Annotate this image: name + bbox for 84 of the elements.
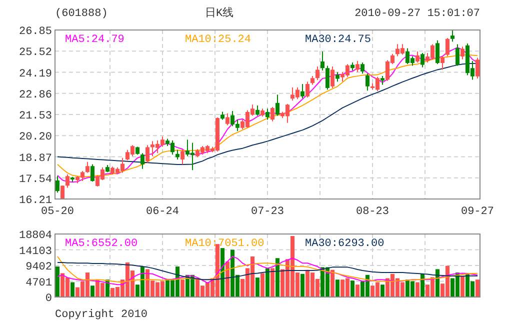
candlestick <box>66 174 70 188</box>
bar <box>356 284 360 297</box>
text: 2010-09-27 15:01:07 <box>354 8 480 20</box>
bar <box>476 280 480 297</box>
chart-title: (601888) <box>55 8 108 20</box>
y-tick-label: 0 <box>45 293 52 305</box>
y-tick-label: 9402 <box>26 262 52 274</box>
candlestick <box>226 112 230 126</box>
y-tick-label: 14103 <box>18 246 52 258</box>
candlestick <box>330 66 334 88</box>
x-tick-label: 07-23 <box>250 206 284 218</box>
text: MA10:25.24 <box>185 34 252 46</box>
y-tick-label: 22.86 <box>18 89 52 102</box>
bar <box>90 286 94 297</box>
candlestick <box>176 149 180 160</box>
bar <box>56 266 60 297</box>
bar <box>70 282 74 297</box>
candlestick <box>416 50 420 64</box>
chart-subtitle: 日K线 <box>205 6 234 20</box>
y-tick-label: 20.20 <box>18 132 52 144</box>
bar <box>416 282 420 297</box>
line-series <box>57 262 478 280</box>
candlestick <box>356 60 360 73</box>
candlestick <box>326 65 330 90</box>
candlestick <box>276 94 280 116</box>
candlestick <box>440 56 444 70</box>
bar <box>266 268 270 297</box>
candlestick <box>316 66 320 81</box>
y-tick-label: 18.87 <box>18 152 52 165</box>
bar <box>260 273 264 297</box>
bar <box>336 280 340 297</box>
series-label: MA30:6293.00 <box>305 238 384 250</box>
text: MA5:24.79 <box>65 34 124 46</box>
x-tick-label: 05-20 <box>40 206 74 218</box>
candlestick <box>360 62 364 74</box>
candlestick <box>270 106 274 122</box>
y-tick-label: 21.53 <box>18 110 52 122</box>
y-tick-label: 26.85 <box>18 26 52 38</box>
bar <box>460 276 464 297</box>
x-tick-label: 08-23 <box>356 206 390 218</box>
bar <box>350 280 354 297</box>
candlestick <box>446 37 450 57</box>
candlestick <box>456 44 460 66</box>
y-tick-label: 24.19 <box>18 68 52 80</box>
candlestick <box>56 176 60 194</box>
candlestick <box>320 50 324 72</box>
x-tick-label: 09-27 <box>460 206 494 218</box>
candlestick <box>476 57 480 79</box>
bar <box>300 274 304 297</box>
bar <box>180 280 184 297</box>
candlestick <box>146 144 150 164</box>
y-tick-label: 17.54 <box>18 174 52 186</box>
x-tick-label: 06-24 <box>146 206 180 218</box>
series-label: MA10:7051.00 <box>185 238 264 250</box>
candlestick <box>90 164 94 182</box>
candlestick <box>256 104 260 116</box>
bar <box>380 284 384 297</box>
candlestick <box>140 152 144 170</box>
y-tick-label: 18804 <box>18 230 52 242</box>
candlestick <box>266 108 270 120</box>
candlestick <box>86 161 90 174</box>
candlestick <box>60 186 64 199</box>
bar <box>256 278 260 297</box>
candlestick <box>300 84 304 99</box>
bar <box>220 248 224 297</box>
text: Copyright 2010 <box>55 309 148 321</box>
text: MA5:6552.00 <box>65 238 138 250</box>
candlestick <box>460 46 464 60</box>
bar <box>226 261 230 297</box>
candlestick <box>336 72 340 82</box>
candlestick <box>306 81 310 98</box>
y-tick-label: 16.21 <box>18 195 52 207</box>
bar <box>330 270 334 297</box>
bar <box>270 268 274 297</box>
bar <box>436 269 440 297</box>
candlestick <box>420 52 424 68</box>
candlestick <box>436 40 440 65</box>
bar <box>276 258 280 297</box>
candlestick <box>366 73 370 92</box>
y-tick-label: 4701 <box>26 277 52 290</box>
candlestick <box>450 30 454 42</box>
y-tick-label: 25.52 <box>18 47 52 60</box>
text: MA30:24.75 <box>305 34 372 46</box>
candlestick <box>180 149 184 165</box>
